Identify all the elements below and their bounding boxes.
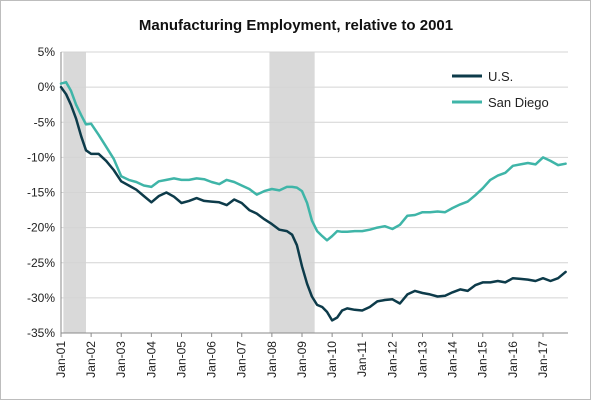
x-tick-label: Jan-13 <box>415 341 429 378</box>
x-tick-label: Jan-06 <box>205 341 219 378</box>
y-tick-label: 0% <box>38 80 56 94</box>
x-tick-label: Jan-15 <box>476 341 490 378</box>
series-line-san-diego <box>59 80 567 242</box>
legend-label-san-diego: San Diego <box>488 95 549 110</box>
y-tick-label: 5% <box>38 45 56 59</box>
legend-label-us: U.S. <box>488 69 513 84</box>
series-lines <box>59 80 567 322</box>
y-tick-label: -15% <box>27 186 55 200</box>
legend: U.S. San Diego <box>452 69 549 110</box>
x-tick-label: Jan-17 <box>536 341 550 378</box>
y-tick-label: -10% <box>27 150 55 164</box>
x-tick-label: Jan-02 <box>84 341 98 378</box>
x-tick-label: Jan-10 <box>325 341 339 378</box>
gridlines <box>61 51 568 299</box>
x-tick-label: Jan-14 <box>446 341 460 378</box>
y-tick-label: -25% <box>27 256 55 270</box>
x-tick-label: Jan-07 <box>235 341 249 378</box>
axes: 5% 0% -5% -10% -15% -20% -25% -30% -35%Jan-01 Jan… <box>27 45 568 378</box>
x-tick-label: Jan-09 <box>295 341 309 378</box>
chart-title: Manufacturing Employment, relative to 20… <box>139 17 453 34</box>
x-tick-label: Jan-16 <box>506 341 520 378</box>
series-line-us <box>59 85 567 322</box>
y-tick-label: -30% <box>27 291 55 305</box>
x-tick-label: Jan-04 <box>144 341 158 378</box>
y-tick-label: -20% <box>27 221 55 235</box>
y-tick-label: -5% <box>34 115 56 129</box>
x-tick-label: Jan-12 <box>385 341 399 378</box>
x-tick-label: Jan-01 <box>54 341 68 378</box>
x-tick-label: Jan-03 <box>114 341 128 378</box>
y-tick-label: -35% <box>27 326 55 340</box>
x-tick-label: Jan-11 <box>355 341 369 377</box>
x-tick-label: Jan-08 <box>265 341 279 378</box>
x-tick-label: Jan-05 <box>174 341 188 378</box>
